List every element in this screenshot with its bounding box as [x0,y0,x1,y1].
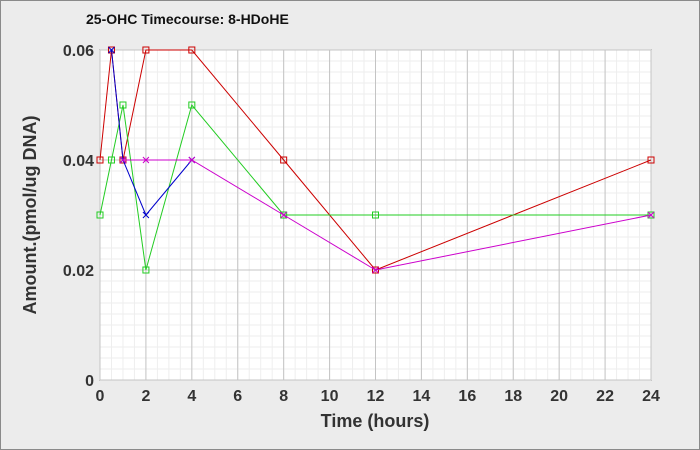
data-point [96,211,104,219]
data-point [647,211,655,219]
data-point [280,211,288,219]
data-point [280,156,288,164]
x-tick-label: 4 [187,388,196,405]
x-tick-label: 6 [233,388,242,405]
data-point [142,211,150,219]
y-tick-label: 0.04 [63,153,94,170]
y-axis-label: Amount.(pmol/ug DNA) [20,116,40,315]
data-point [647,156,655,164]
series-layer [96,46,655,274]
x-axis-label: Time (hours) [321,411,430,431]
x-tick-label: 0 [96,388,105,405]
data-point [119,101,127,109]
data-point [372,211,379,219]
chart-title: 25-OHC Timecourse: 8-HDoHE [86,11,289,27]
data-point [188,156,196,164]
series-line [111,49,193,216]
data-point [647,211,655,219]
data-point [372,266,379,274]
y-axis-ticks: 0 0.02 0.04 0.06 [63,43,94,390]
x-tick-label: 10 [321,388,339,405]
y-tick-label: 0 [85,373,94,390]
series-4 [119,156,655,274]
data-point [108,46,115,54]
x-tick-label: 2 [141,388,150,405]
data-point [142,266,150,274]
data-point [188,46,196,54]
x-tick-label: 12 [367,388,385,405]
data-point [280,211,288,219]
x-tick-label: 24 [642,388,660,405]
data-point [119,156,127,164]
data-point [372,266,379,274]
data-point [142,156,150,164]
series-line [123,159,652,271]
x-tick-label: 18 [504,388,522,405]
x-tick-label: 20 [550,388,568,405]
x-axis-ticks: 0 2 4 6 8 10 12 14 16 18 20 22 24 [96,388,660,405]
x-tick-label: 8 [279,388,288,405]
data-point [188,101,196,109]
data-point [107,156,115,164]
x-tick-label: 22 [596,388,614,405]
x-tick-label: 16 [458,388,476,405]
data-point [142,46,150,54]
data-point [96,156,104,164]
y-tick-label: 0.02 [63,263,94,280]
y-tick-label: 0.06 [63,43,94,60]
x-tick-label: 14 [413,388,431,405]
